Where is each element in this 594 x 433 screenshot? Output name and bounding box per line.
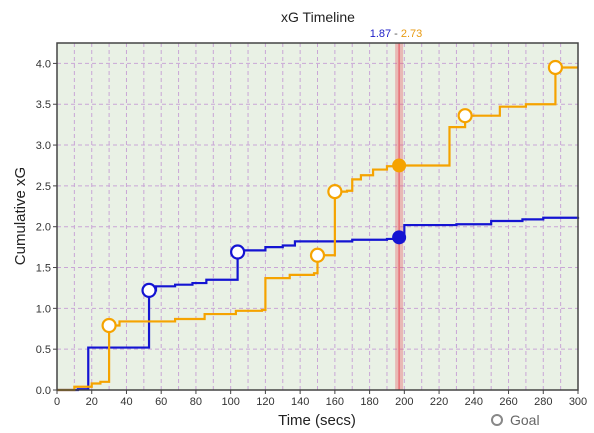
x-tick-label: 220 bbox=[430, 396, 448, 408]
x-tick-label: 40 bbox=[120, 396, 132, 408]
x-tick-label: 60 bbox=[155, 396, 167, 408]
y-tick-label: 1.5 bbox=[36, 263, 51, 275]
x-tick-label: 280 bbox=[534, 396, 552, 408]
x-tick-label: 120 bbox=[256, 396, 274, 408]
x-tick-label: 100 bbox=[221, 396, 239, 408]
x-tick-label: 180 bbox=[360, 396, 378, 408]
x-tick-label: 300 bbox=[569, 396, 587, 408]
x-axis-label: Time (secs) bbox=[278, 412, 356, 429]
y-tick-label: 0.5 bbox=[36, 344, 51, 356]
series-layer bbox=[57, 59, 580, 392]
x-tick-label: 20 bbox=[86, 396, 98, 408]
y-tick-label: 2.0 bbox=[36, 222, 51, 234]
grid bbox=[57, 43, 578, 390]
x-tick-label: 160 bbox=[326, 396, 344, 408]
x-tick-label: 0 bbox=[54, 396, 60, 408]
y-tick-label: 0.0 bbox=[36, 385, 51, 397]
chart-title: xG Timeline bbox=[281, 9, 355, 25]
x-axis-ticks: 0 20 40 60 80 100 120 140 160 180 200 220 240 260 280 3… bbox=[54, 390, 587, 408]
goal-marker-orange[interactable] bbox=[101, 317, 117, 334]
score-blue: 1.87 bbox=[370, 28, 391, 40]
goal-marker-blue[interactable] bbox=[141, 282, 157, 298]
y-tick-label: 3.5 bbox=[36, 99, 51, 111]
goal-marker-orange[interactable] bbox=[457, 108, 473, 124]
y-tick-label: 3.0 bbox=[36, 140, 51, 152]
legend[interactable]: Goal bbox=[491, 412, 540, 428]
score-orange: 2.73 bbox=[401, 28, 422, 40]
x-tick-label: 260 bbox=[499, 396, 517, 408]
x-tick-label: 240 bbox=[465, 396, 483, 408]
goal-marker-orange[interactable] bbox=[547, 59, 564, 76]
current-point-orange[interactable] bbox=[392, 158, 407, 173]
y-axis-ticks: 0.0 0.5 1.0 1.5 2.0 2.5 3.0 3.5 4.0 bbox=[36, 58, 57, 397]
x-tick-label: 200 bbox=[395, 396, 413, 408]
goal-marker-orange[interactable] bbox=[309, 247, 326, 263]
current-point-blue[interactable] bbox=[392, 230, 407, 245]
legend-goal-label: Goal bbox=[510, 412, 540, 428]
series-line-orange bbox=[57, 66, 578, 392]
y-axis-label: Cumulative xG bbox=[12, 167, 29, 265]
y-tick-label: 4.0 bbox=[36, 58, 51, 70]
goal-marker-blue[interactable] bbox=[230, 244, 246, 260]
goal-marker-orange[interactable] bbox=[327, 183, 343, 200]
plot-frame bbox=[56, 42, 579, 391]
y-tick-label: 1.0 bbox=[36, 303, 51, 315]
goal-legend-icon bbox=[491, 414, 503, 426]
x-tick-label: 80 bbox=[190, 396, 202, 408]
x-tick-label: 140 bbox=[291, 396, 309, 408]
y-tick-label: 2.5 bbox=[36, 181, 51, 193]
score-readout: 1.87-2.73 bbox=[370, 28, 423, 40]
score-separator: - bbox=[394, 28, 398, 40]
